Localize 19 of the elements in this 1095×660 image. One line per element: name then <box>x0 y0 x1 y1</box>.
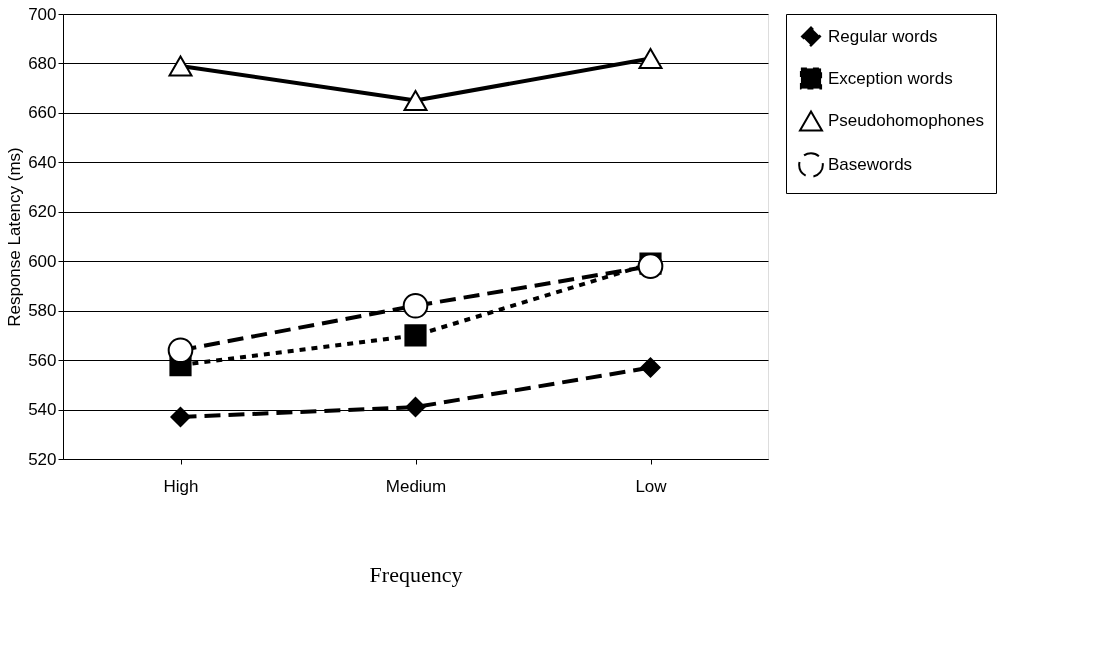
y-tick-label: 520 <box>28 449 57 469</box>
y-tick-label: 640 <box>28 152 57 172</box>
y-tick-label: 620 <box>28 202 57 222</box>
legend-label: Regular words <box>828 26 938 46</box>
y-axis-title: Response Latency (ms) <box>5 147 25 327</box>
x-tick-label: High <box>163 476 199 496</box>
y-tick-label: 680 <box>28 53 57 73</box>
y-tick-label: 560 <box>28 350 57 370</box>
y-tick-label: 700 <box>28 4 57 24</box>
x-tick-label: Low <box>635 476 668 496</box>
y-tick-label: 660 <box>28 103 57 123</box>
y-tick-label: 540 <box>28 400 57 420</box>
legend-label: Basewords <box>828 155 913 174</box>
x-axis-title: Frequency <box>369 561 463 587</box>
legend-label: Exception words <box>828 68 953 88</box>
legend-label: Pseudohomophones <box>828 111 984 130</box>
y-tick-label: 580 <box>28 301 57 321</box>
y-tick-label: 600 <box>28 251 57 271</box>
x-tick-label: Medium <box>385 476 447 496</box>
